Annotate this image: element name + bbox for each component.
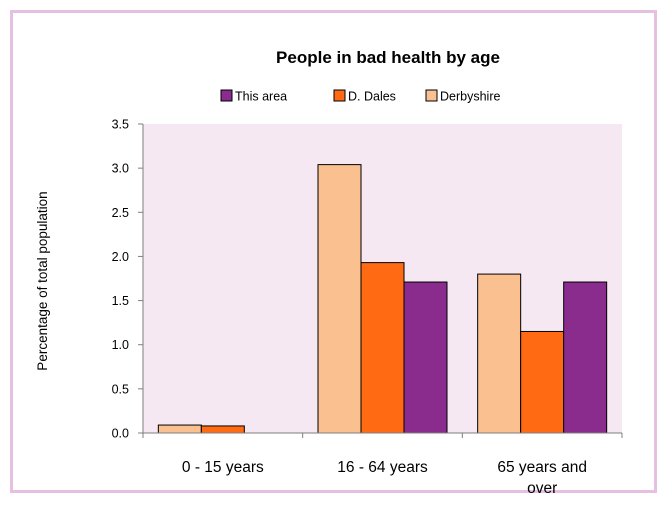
bar-d-dales <box>520 330 565 434</box>
y-tick-label: 3.0 <box>112 162 129 176</box>
y-tick-label: 2.0 <box>112 250 129 264</box>
bar-derbyshire <box>477 273 522 434</box>
legend-label: D. Dales <box>348 90 396 104</box>
legend: This area D. Dales Derbyshire <box>220 89 500 104</box>
y-tick-label: 2.5 <box>112 206 129 220</box>
legend-label: Derbyshire <box>440 90 500 104</box>
legend-swatch <box>220 89 233 102</box>
x-axis: 0 - 15 years 16 - 64 years 65 years and ove… <box>142 432 623 497</box>
legend-label: This area <box>235 90 287 104</box>
x-category-label: 16 - 64 years <box>337 459 428 476</box>
y-axis: 0.0 0.5 1.0 1.5 2.0 2.5 3.0 3.5 <box>112 118 144 441</box>
bar-derbyshire <box>157 424 202 434</box>
bar-this-area <box>403 281 448 434</box>
legend-swatch <box>333 89 346 102</box>
chart-title: People in bad health by age <box>276 48 500 67</box>
bar-this-area <box>563 281 608 434</box>
y-axis-label: Percentage of total population <box>35 191 50 370</box>
y-tick-label: 0.5 <box>112 382 129 396</box>
x-category-label: over <box>527 480 557 497</box>
bars <box>157 164 608 434</box>
bar-derbyshire <box>317 164 362 434</box>
y-tick-label: 1.0 <box>112 338 129 352</box>
y-tick-label: 1.5 <box>112 294 129 308</box>
bar-d-dales <box>200 425 245 434</box>
x-category-label: 65 years and <box>497 459 587 476</box>
y-tick-label: 0.0 <box>112 427 129 441</box>
x-category-label: 0 - 15 years <box>182 459 264 476</box>
legend-swatch <box>425 89 438 102</box>
bar-d-dales <box>360 262 405 434</box>
y-tick-label: 3.5 <box>112 118 129 132</box>
